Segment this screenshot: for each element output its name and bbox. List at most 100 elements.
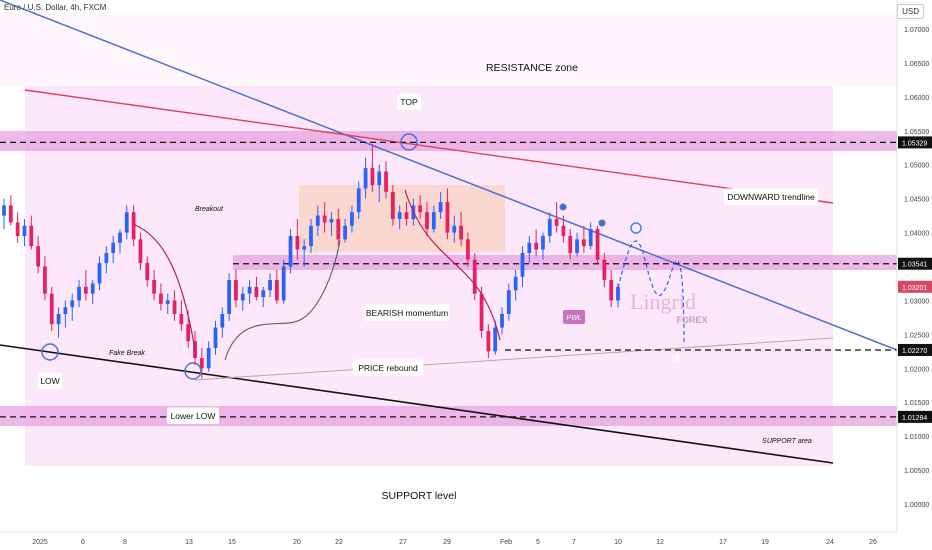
candle <box>404 212 409 219</box>
y-tick-label: 1.01500 <box>904 400 929 407</box>
y-tick-label: 1.00000 <box>904 502 929 509</box>
candle <box>83 286 88 294</box>
level-badge <box>898 343 932 356</box>
candle <box>486 330 491 352</box>
y-tick-label: 1.07000 <box>904 27 929 34</box>
level-label: 1.02270 <box>902 348 927 355</box>
candle <box>295 235 300 250</box>
candle <box>356 188 361 213</box>
candle <box>90 283 95 294</box>
watermark-sub: FOREX <box>676 315 707 325</box>
candle <box>111 242 116 253</box>
x-tick-label: 6 <box>81 539 85 546</box>
x-tick-label: 5 <box>536 539 540 546</box>
candle <box>315 215 320 226</box>
candle <box>452 225 457 233</box>
currency-badge[interactable]: USD <box>897 4 924 19</box>
level-label: 1.03541 <box>902 262 927 269</box>
candle <box>329 219 334 223</box>
candle <box>527 242 532 253</box>
candle <box>8 205 13 223</box>
candle <box>377 171 382 186</box>
candle <box>254 286 259 298</box>
level-label: 1.01284 <box>902 415 927 422</box>
candle <box>227 280 232 314</box>
x-tick-label: 10 <box>614 539 622 546</box>
candle <box>568 235 573 253</box>
level-badge <box>898 410 932 423</box>
pwl-label: PWL <box>566 315 581 322</box>
y-tick-label: 1.04000 <box>904 231 929 238</box>
trend-touch-dot <box>598 219 606 227</box>
candle <box>261 290 266 298</box>
candle <box>63 307 68 314</box>
candle <box>234 280 238 301</box>
x-tick-label: 29 <box>443 539 451 546</box>
x-tick-label: 26 <box>869 539 877 546</box>
candle <box>363 168 368 189</box>
red-trendline <box>24 89 834 204</box>
candle <box>172 300 177 314</box>
support-trendline <box>0 344 834 464</box>
candle <box>56 314 61 325</box>
candle <box>302 246 307 250</box>
price-axis-bg <box>897 0 932 550</box>
candle <box>384 171 388 192</box>
candle <box>15 222 20 236</box>
bearish-label-box <box>364 304 450 321</box>
candle <box>206 347 211 369</box>
star-icon: ★ <box>671 350 684 366</box>
candle <box>281 266 286 301</box>
resistance-zone-label: RESISTANCE zone <box>486 62 578 74</box>
rebound-line <box>194 337 834 381</box>
candle <box>575 239 579 253</box>
candle <box>343 225 347 240</box>
candle <box>165 300 170 304</box>
time-axis-bg <box>0 532 897 550</box>
level-badge <box>898 280 932 293</box>
bearish-label: BEARISH momentum <box>366 308 448 318</box>
low-label-box <box>37 372 63 389</box>
watermark-text: Lingrid <box>630 289 696 314</box>
candle <box>588 229 593 247</box>
candle <box>104 252 109 264</box>
candle <box>609 280 614 301</box>
candle <box>186 324 191 342</box>
x-tick-label: 7 <box>572 539 576 546</box>
candle <box>29 225 34 247</box>
candle <box>138 239 143 264</box>
candle <box>425 212 429 230</box>
candle <box>534 242 539 250</box>
x-tick-label: 12 <box>656 539 664 546</box>
x-tick-label: 17 <box>719 539 727 546</box>
candle <box>145 263 150 281</box>
pwl-box <box>563 310 585 324</box>
candle <box>124 212 129 233</box>
x-tick-label: 22 <box>335 539 343 546</box>
candle <box>541 235 545 250</box>
candle <box>500 314 504 328</box>
rebound-curve <box>224 239 341 361</box>
candle <box>479 293 484 331</box>
x-tick-label: 8 <box>123 539 127 546</box>
candle <box>70 300 75 308</box>
x-tick-label: 2025 <box>32 539 48 546</box>
top-label: TOP <box>400 97 418 107</box>
price-rebound-label-box <box>352 359 424 376</box>
downward-trendline <box>0 0 898 351</box>
x-tick-label: 27 <box>399 539 407 546</box>
candle <box>397 212 402 219</box>
resistance-band <box>0 131 897 151</box>
candle <box>247 286 252 294</box>
top-label-box <box>396 93 422 110</box>
support-area-label: SUPPORT area <box>762 438 812 445</box>
fake-break-label: Fake Break <box>109 350 145 357</box>
candle <box>220 314 225 328</box>
y-tick-label: 1.00500 <box>904 468 929 475</box>
x-tick-label: Feb <box>500 539 512 546</box>
candle <box>506 290 511 314</box>
candle <box>493 327 498 352</box>
candle <box>22 225 27 236</box>
candle <box>240 293 245 301</box>
level-label: 1.05329 <box>902 140 927 147</box>
